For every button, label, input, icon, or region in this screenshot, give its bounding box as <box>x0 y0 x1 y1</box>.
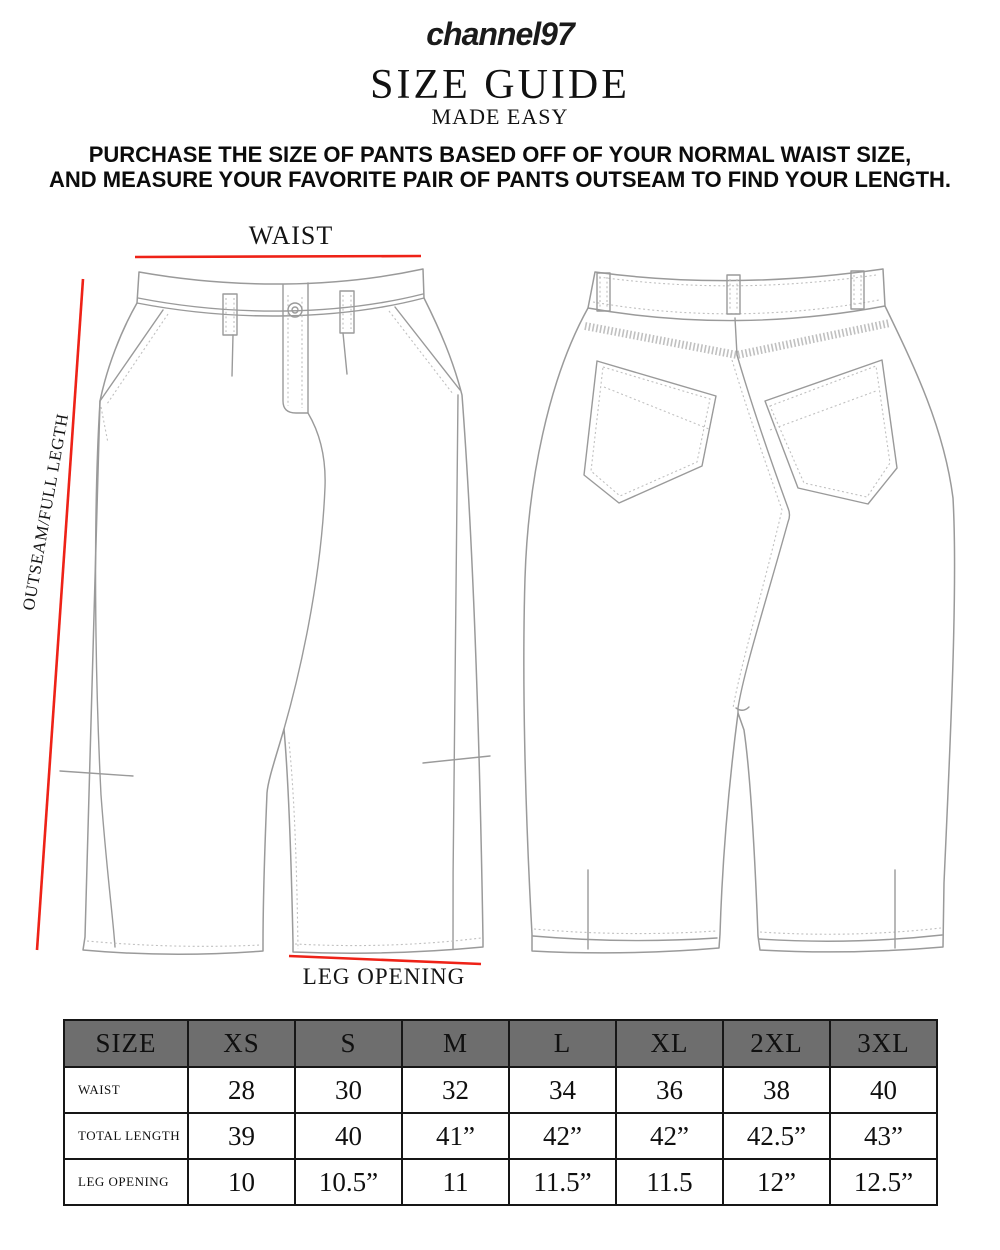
back-pocket-left <box>583 360 717 504</box>
size-value-cell: 12” <box>722 1158 831 1206</box>
back-pants-silhouette <box>523 268 956 954</box>
back-yoke-stitching <box>584 319 891 360</box>
row-label: LEG OPENING <box>63 1158 189 1206</box>
page-subtitle: MADE EASY <box>431 104 569 129</box>
front-fly <box>282 282 309 414</box>
instructions-line-2: AND MEASURE YOUR FAVORITE PAIR OF PANTS … <box>48 167 952 192</box>
size-value-cell: 10 <box>187 1158 296 1206</box>
size-value-cell: 11 <box>401 1158 510 1206</box>
size-value-cell: 11.5 <box>615 1158 724 1206</box>
front-pants-diagram <box>59 268 491 955</box>
back-pants-diagram <box>523 268 956 954</box>
size-column-header-M: M <box>401 1019 510 1068</box>
front-button <box>287 302 303 318</box>
front-pockets <box>99 306 461 444</box>
size-value-cell: 12.5” <box>829 1158 938 1206</box>
instructions-text: PURCHASE THE SIZE OF PANTS BASED OFF OF … <box>0 142 1000 192</box>
size-column-header-S: S <box>294 1019 403 1068</box>
size-table-header-row: SIZE XS S M L XL 2XL 3XL <box>63 1019 938 1068</box>
back-belt-loops <box>596 270 865 315</box>
page-title: SIZE GUIDE <box>370 62 630 108</box>
size-column-header-XS: XS <box>187 1019 296 1068</box>
front-rise-seam <box>283 412 326 950</box>
size-value-cell: 43” <box>829 1112 938 1160</box>
size-value-cell: 38 <box>722 1066 831 1114</box>
instructions-line-1: PURCHASE THE SIZE OF PANTS BASED OFF OF … <box>88 142 912 167</box>
size-value-cell: 10.5” <box>294 1158 403 1206</box>
size-value-cell: 42.5” <box>722 1112 831 1160</box>
size-value-cell: 32 <box>401 1066 510 1114</box>
waist-label: WAIST <box>248 221 334 250</box>
front-pants-silhouette <box>82 268 484 955</box>
brand-logo: channel97 <box>426 16 575 52</box>
size-value-cell: 28 <box>187 1066 296 1114</box>
size-value-cell: 40 <box>294 1112 403 1160</box>
front-waistband <box>136 293 425 317</box>
size-table: SIZE XS S M L XL 2XL 3XL WAIST 28 30 32 34 36 38 40 TOT… <box>63 1019 938 1206</box>
size-value-cell: 42” <box>508 1112 617 1160</box>
size-value-cell: 36 <box>615 1066 724 1114</box>
back-hems <box>532 869 943 950</box>
size-table-corner-header: SIZE <box>63 1019 189 1068</box>
size-column-header-XL: XL <box>615 1019 724 1068</box>
size-table-row-waist: WAIST 28 30 32 34 36 38 40 <box>63 1066 938 1114</box>
size-value-cell: 42” <box>615 1112 724 1160</box>
size-table-row-leg-opening: LEG OPENING 10 10.5” 11 11.5” 11.5 12” 12.5” <box>63 1158 938 1206</box>
back-waistband <box>587 274 886 322</box>
size-column-header-L: L <box>508 1019 617 1068</box>
row-label: TOTAL LENGTH <box>63 1112 189 1160</box>
size-table-row-total-length: TOTAL LENGTH 39 40 41” 42” 42” 42.5” 43” <box>63 1112 938 1160</box>
row-label: WAIST <box>63 1066 189 1114</box>
front-hem-stitches <box>86 937 482 947</box>
front-darts <box>231 332 348 377</box>
size-value-cell: 39 <box>187 1112 296 1160</box>
size-value-cell: 11.5” <box>508 1158 617 1206</box>
size-value-cell: 40 <box>829 1066 938 1114</box>
front-belt-loops <box>222 290 355 336</box>
size-value-cell: 30 <box>294 1066 403 1114</box>
size-value-cell: 34 <box>508 1066 617 1114</box>
size-column-header-2XL: 2XL <box>722 1019 831 1068</box>
back-center-seam <box>731 317 791 714</box>
leg-opening-label: LEG OPENING <box>302 964 466 989</box>
size-value-cell: 41” <box>401 1112 510 1160</box>
back-pocket-right <box>764 359 898 505</box>
size-column-header-3XL: 3XL <box>829 1019 938 1068</box>
